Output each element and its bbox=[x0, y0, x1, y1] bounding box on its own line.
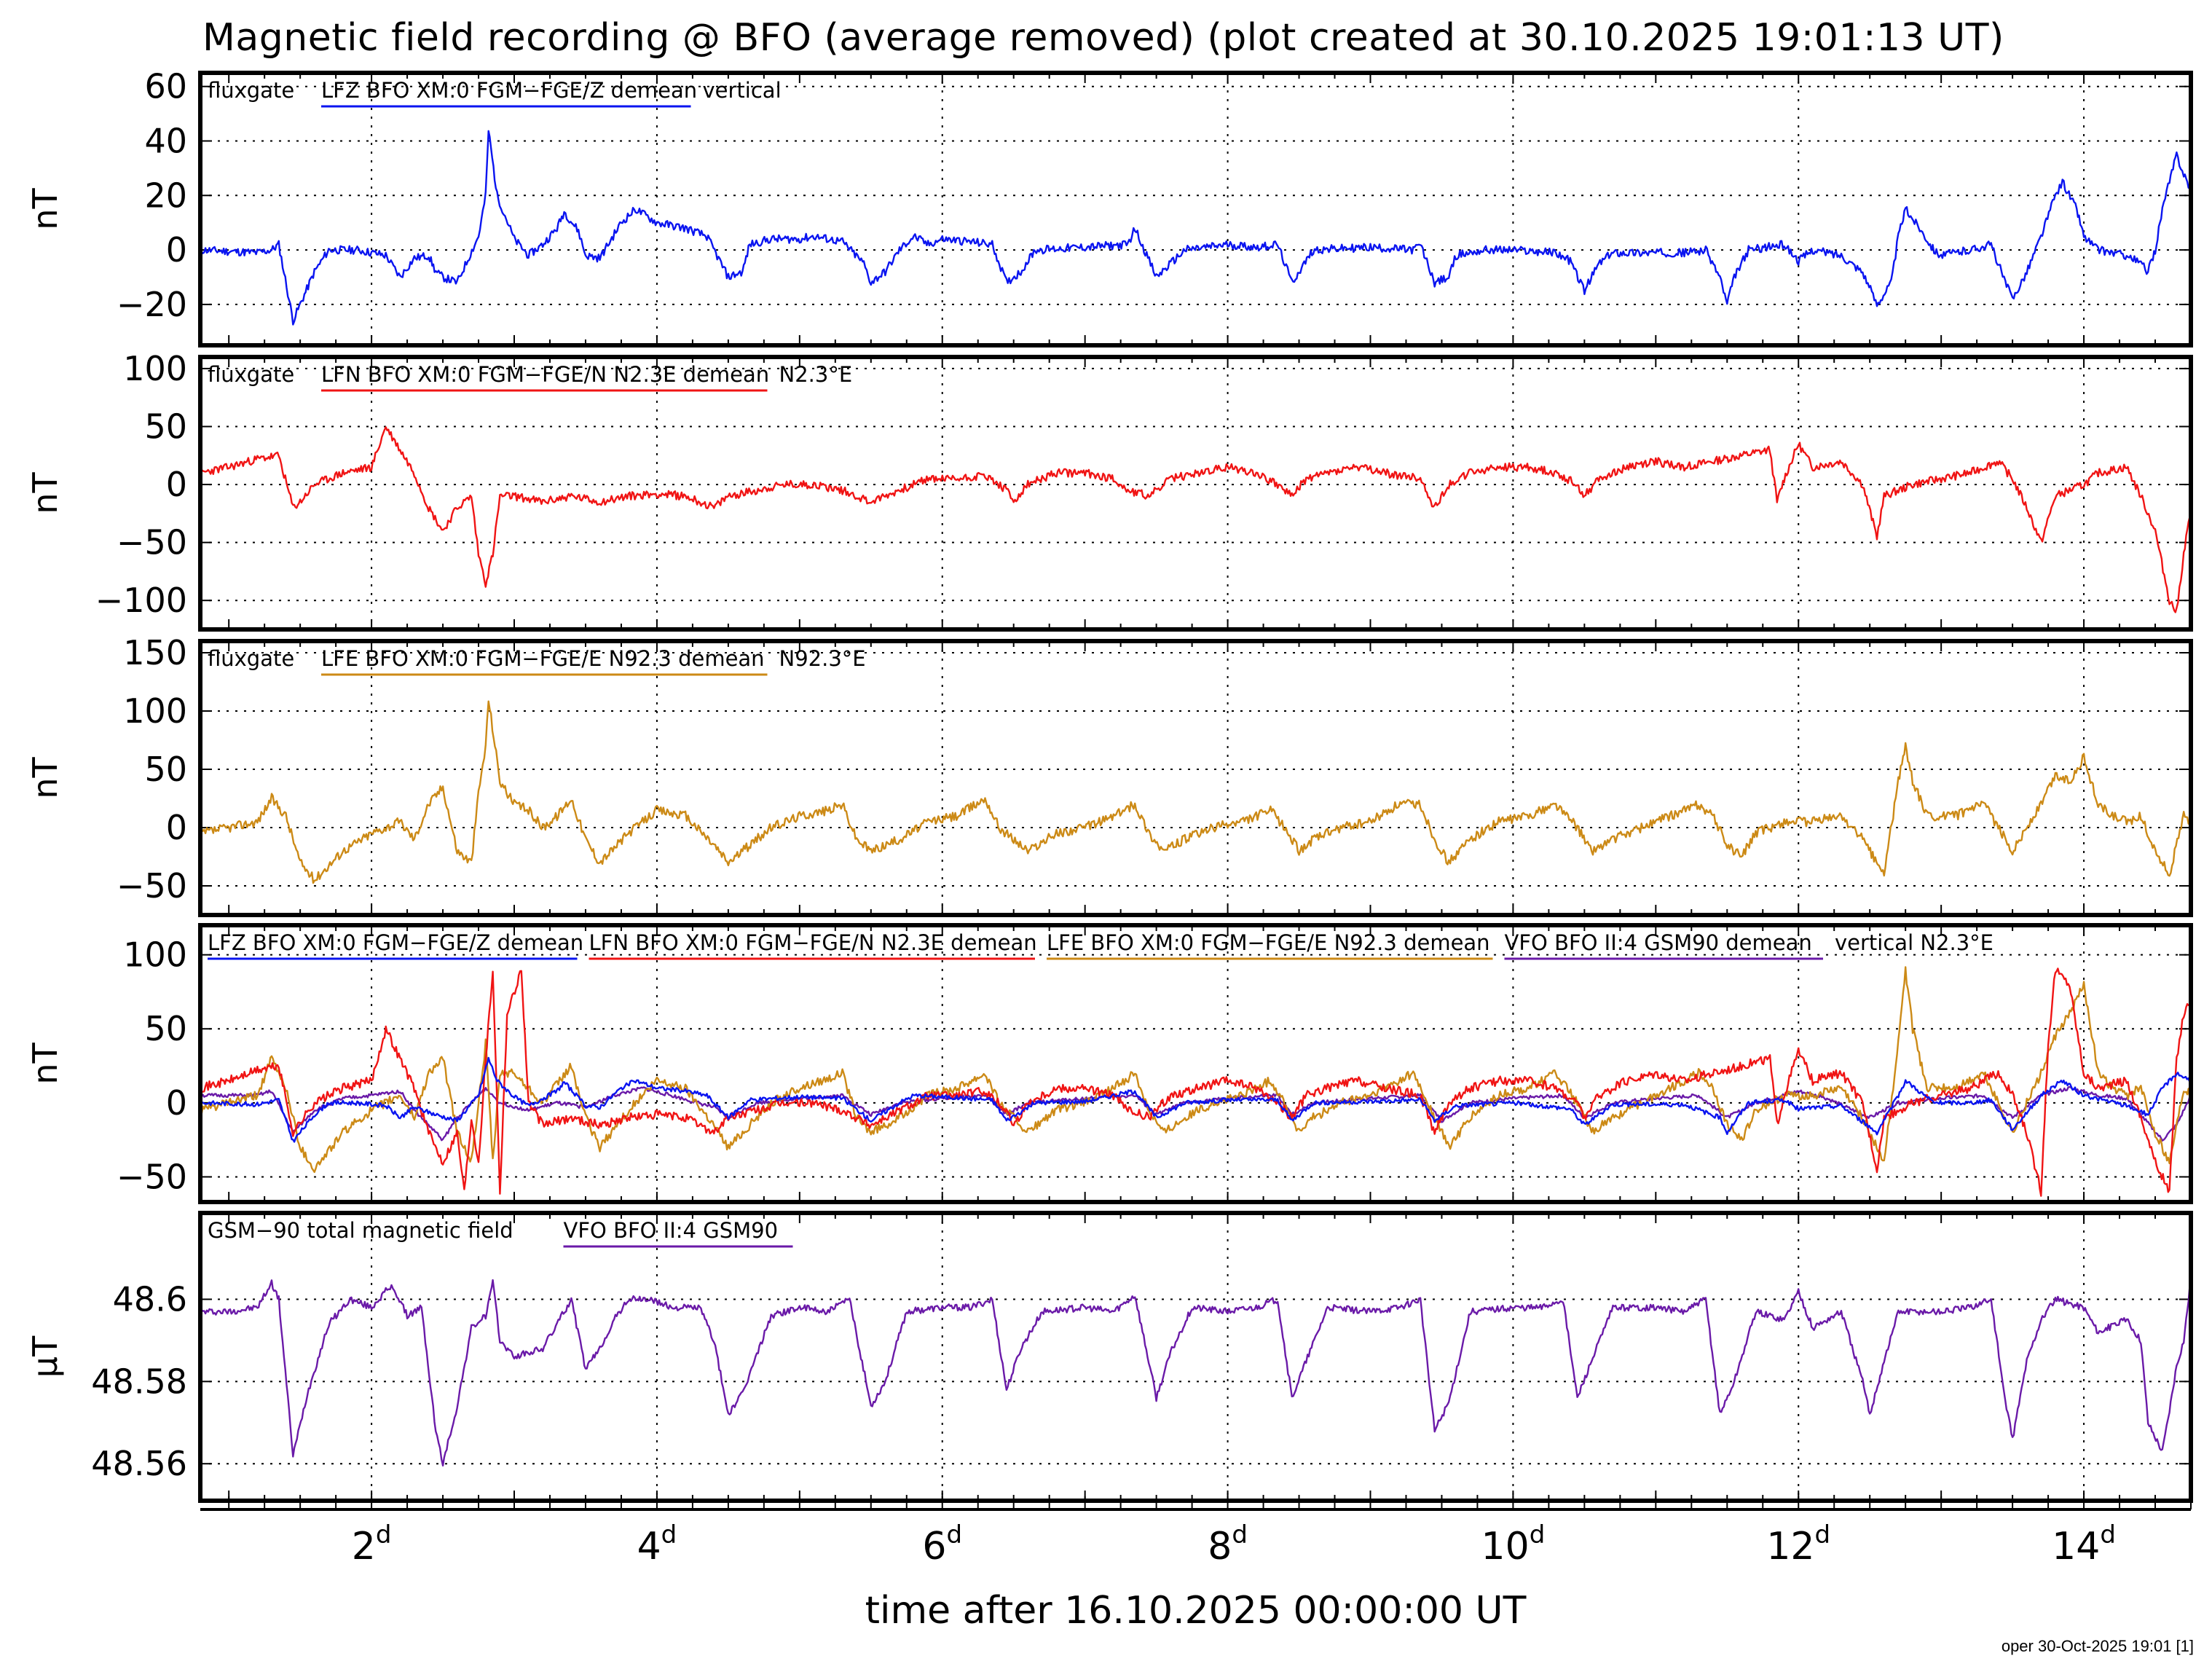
x-tick-label: 8d bbox=[1208, 1520, 1248, 1568]
series-line bbox=[200, 130, 2191, 326]
x-tick-label: 14d bbox=[2052, 1520, 2116, 1568]
legend-suffix: N2.3°E bbox=[779, 362, 853, 387]
x-tick-label: 4d bbox=[637, 1520, 677, 1568]
panel-frame bbox=[198, 71, 2193, 347]
series-group bbox=[200, 966, 2191, 1197]
series-line bbox=[200, 967, 2191, 1197]
y-axis-label: nT bbox=[25, 471, 65, 514]
panel-frame bbox=[198, 923, 2193, 1204]
panel-e: −50 0 50 100 150 nT fluxgate LFE BFO XM:0 FGM−F… bbox=[25, 633, 2193, 917]
x-tick-label: 2d bbox=[352, 1520, 392, 1568]
legend-suffix: vertical N2.3°E bbox=[1835, 930, 1993, 955]
y-tick-label: 100 bbox=[123, 935, 187, 975]
series-line bbox=[200, 700, 2191, 884]
y-axis-label: nT bbox=[25, 1042, 65, 1084]
legend-entry: VFO BFO II:4 GSM90 demean bbox=[1505, 930, 1812, 955]
series-group bbox=[200, 700, 2191, 884]
y-tick-label: 60 bbox=[144, 67, 187, 106]
legend-trace: LFZ BFO XM:0 FGM−FGE/Z demean bbox=[321, 78, 697, 103]
y-tick-label: −50 bbox=[117, 523, 187, 562]
y-tick-label: 0 bbox=[166, 230, 187, 270]
y-tick-label: 48.58 bbox=[91, 1362, 187, 1401]
series-line bbox=[200, 426, 2191, 613]
y-tick-label: −20 bbox=[117, 285, 187, 324]
y-tick-label: 0 bbox=[166, 465, 187, 504]
legend-entry: LFN BFO XM:0 FGM−FGE/N N2.3E demean bbox=[589, 930, 1037, 955]
y-tick-label: 100 bbox=[123, 349, 187, 388]
legend-trace: LFE BFO XM:0 FGM−FGE/E N92.3 demean bbox=[321, 646, 765, 671]
y-tick-label: 40 bbox=[144, 122, 187, 161]
series-line bbox=[200, 1279, 2191, 1466]
y-tick-label: −50 bbox=[117, 866, 187, 906]
y-axis-label: µT bbox=[25, 1335, 65, 1378]
legend-entry: LFZ BFO XM:0 FGM−FGE/Z demean bbox=[208, 930, 583, 955]
series-line bbox=[200, 966, 2191, 1174]
legend-trace: VFO BFO II:4 GSM90 bbox=[564, 1218, 779, 1243]
series-group bbox=[200, 426, 2191, 613]
legend-prefix: GSM−90 total magnetic field bbox=[208, 1218, 513, 1243]
legend-prefix: fluxgate bbox=[208, 646, 294, 671]
y-tick-label: −50 bbox=[117, 1157, 187, 1196]
legend-prefix: fluxgate bbox=[208, 78, 294, 103]
x-tick-label: 12d bbox=[1766, 1520, 1830, 1568]
y-tick-label: 100 bbox=[123, 691, 187, 731]
y-tick-label: 150 bbox=[123, 633, 187, 672]
plot-title: Magnetic field recording @ BFO (average … bbox=[202, 16, 2004, 60]
legend-entry: LFE BFO XM:0 FGM−FGE/E N92.3 demean bbox=[1047, 930, 1490, 955]
y-axis-label: nT bbox=[25, 187, 65, 229]
y-tick-label: 48.6 bbox=[113, 1280, 187, 1319]
series-group bbox=[200, 1279, 2191, 1466]
x-tick-label: 6d bbox=[922, 1520, 962, 1568]
panel-frame bbox=[198, 355, 2193, 632]
y-tick-label: −100 bbox=[95, 581, 187, 620]
x-tick-label: 10d bbox=[1481, 1520, 1546, 1568]
series-group bbox=[200, 130, 2191, 326]
y-tick-label: 0 bbox=[166, 1083, 187, 1123]
panel-frame bbox=[198, 639, 2193, 917]
series-line bbox=[200, 1056, 2191, 1143]
x-axis-label: time after 16.10.2025 00:00:00 UT bbox=[865, 1589, 1527, 1633]
y-tick-label: 50 bbox=[144, 1009, 187, 1048]
panel-all: −50 0 50 100 nT LFZ BFO XM:0 FGM−FGE/Z demean… bbox=[25, 923, 2193, 1204]
panel-f: 48.56 48.58 48.6 µT GSM−90 total magnetic fi… bbox=[25, 1211, 2193, 1503]
legend-trace: LFN BFO XM:0 FGM−FGE/N N2.3E demean bbox=[321, 362, 769, 387]
y-tick-label: 0 bbox=[166, 808, 187, 847]
y-tick-label: 48.56 bbox=[91, 1444, 187, 1483]
y-tick-label: 50 bbox=[144, 750, 187, 789]
legend-suffix: N92.3°E bbox=[779, 646, 866, 671]
y-tick-label: 20 bbox=[144, 176, 187, 215]
legend-prefix: fluxgate bbox=[208, 362, 294, 387]
y-tick-label: 50 bbox=[144, 407, 187, 446]
plot-footer: oper 30-Oct-2025 19:01 [1] bbox=[2001, 1637, 2194, 1655]
panel-z: −20 0 20 40 60 nT fluxgate LFZ BFO XM:0 FGM−FGE… bbox=[25, 67, 2193, 347]
panel-n: −100 −50 0 50 100 nT fluxgate LFN BFO XM:0 FGM−… bbox=[25, 349, 2193, 632]
legend-suffix: vertical bbox=[703, 78, 782, 103]
y-axis-label: nT bbox=[25, 756, 65, 798]
panel-frame bbox=[198, 1211, 2193, 1503]
